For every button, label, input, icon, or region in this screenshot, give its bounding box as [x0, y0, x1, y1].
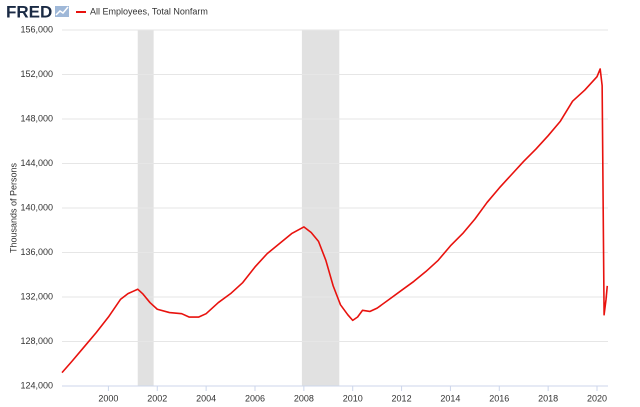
logo-icon	[55, 6, 69, 17]
x-tick-label: 2014	[440, 393, 460, 403]
x-tick-label: 2000	[98, 393, 118, 403]
logo: FRED	[6, 2, 52, 21]
y-tick-label: 132,000	[20, 291, 53, 301]
series-line	[61, 68, 609, 374]
x-tick-label: 2006	[245, 393, 265, 403]
y-tick-label: 140,000	[20, 202, 53, 212]
y-tick-label: 136,000	[20, 247, 53, 257]
y-tick-label: 156,000	[20, 24, 53, 34]
x-tick-label: 2004	[196, 393, 216, 403]
legend-label: All Employees, Total Nonfarm	[90, 6, 208, 16]
y-axis-label: Thousands of Persons	[8, 162, 18, 253]
y-tick-label: 144,000	[20, 158, 53, 168]
x-tick-label: 2020	[587, 393, 607, 403]
x-tick-label: 2018	[538, 393, 558, 403]
x-tick-label: 2008	[294, 393, 314, 403]
y-tick-label: 128,000	[20, 336, 53, 346]
y-tick-label: 148,000	[20, 113, 53, 123]
x-tick-label: 2002	[147, 393, 167, 403]
x-tick-label: 2012	[392, 393, 412, 403]
logo-icon-line	[55, 6, 69, 16]
x-tick-label: 2016	[489, 393, 509, 403]
y-tick-label: 152,000	[20, 69, 53, 79]
x-tick-label: 2010	[343, 393, 363, 403]
y-tick-label: 124,000	[20, 380, 53, 390]
